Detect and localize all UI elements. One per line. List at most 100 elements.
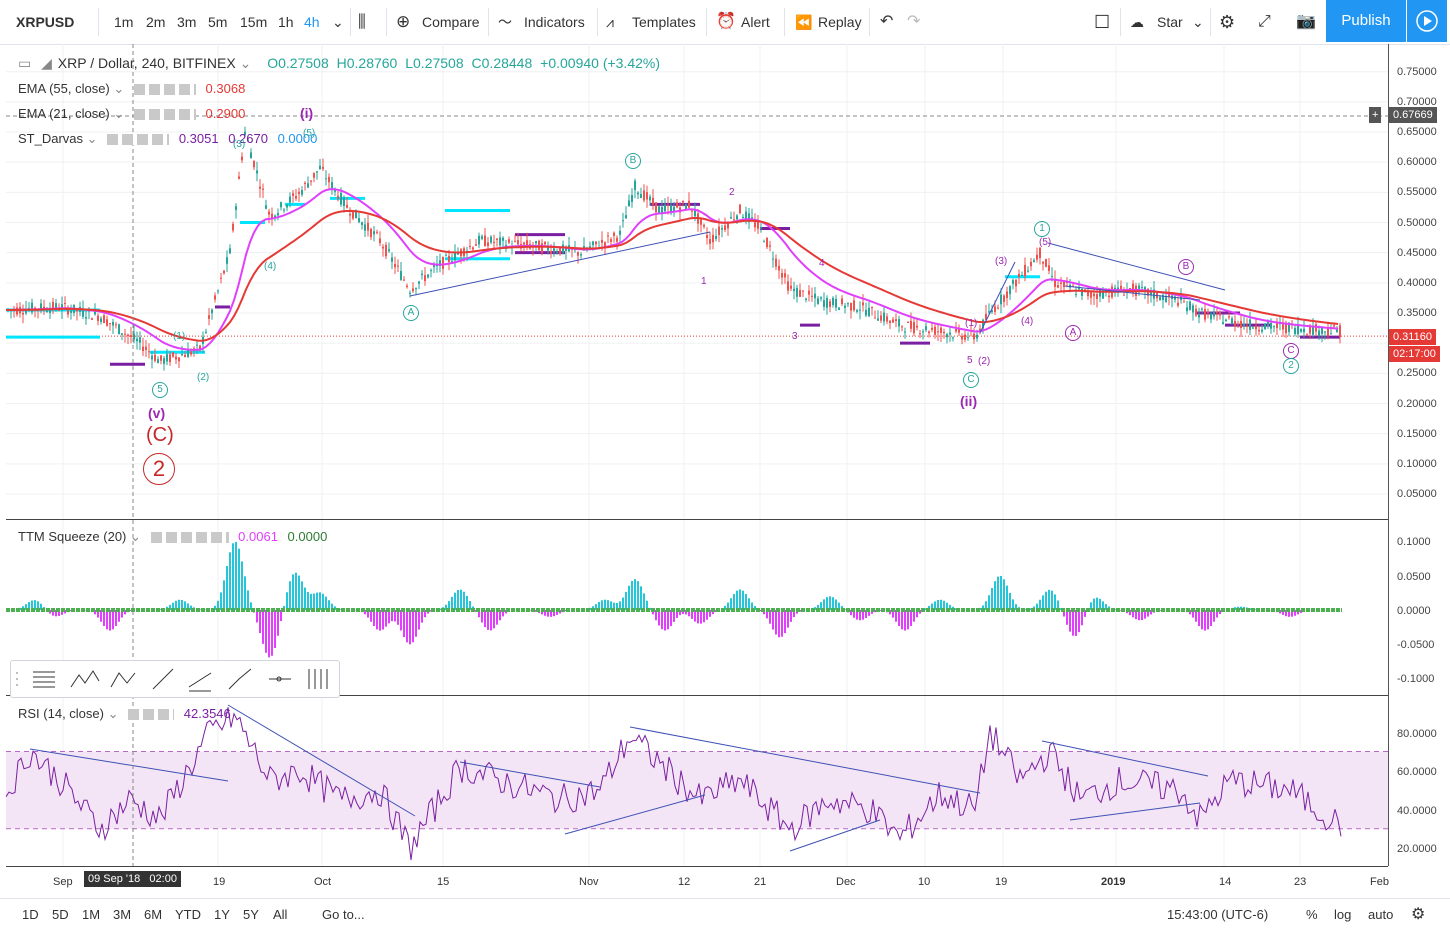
trend-line-icon[interactable] [152, 668, 174, 690]
elliott-wave-icon[interactable] [70, 670, 100, 688]
candles-icon[interactable]: ⫼ [358, 12, 366, 31]
expand-icon[interactable]: ⤢ [1258, 13, 1271, 30]
candle-body [385, 244, 387, 257]
range-1m[interactable]: 1M [82, 907, 101, 922]
interval-1h[interactable]: 1h [278, 14, 294, 30]
rsi-label[interactable]: RSI (14, close) [18, 706, 104, 721]
candle-body [1159, 296, 1161, 301]
compare-button[interactable]: Compare [422, 14, 480, 30]
candle-body [1144, 287, 1146, 292]
candle-body [316, 171, 318, 173]
templates-button[interactable]: Templates [632, 14, 696, 30]
candle-body [1162, 295, 1164, 300]
ema21-buttons[interactable] [133, 109, 196, 121]
candle-body [1318, 330, 1320, 336]
horizontal-lines-icon[interactable] [33, 671, 55, 688]
candle-body [787, 281, 789, 291]
vertical-lines-icon[interactable] [308, 669, 328, 689]
candle-body [55, 303, 57, 308]
darvas-buttons[interactable] [107, 134, 170, 146]
range-5y[interactable]: 5Y [243, 907, 259, 922]
goto-button[interactable]: Go to... [322, 907, 365, 922]
path-icon[interactable] [228, 668, 252, 690]
squeeze-buttons[interactable] [150, 532, 229, 544]
chart-title[interactable]: XRP / Dollar, 240, BITFINEX [57, 55, 236, 71]
candle-body [1042, 261, 1044, 264]
ema55-legend[interactable]: EMA (55, close) ⌄ 0.3068 [18, 81, 246, 96]
candle-body [559, 248, 561, 254]
ema55-buttons[interactable] [133, 84, 196, 96]
darvas-label[interactable]: ST_Darvas [18, 131, 84, 146]
interval-3m[interactable]: 3m [177, 14, 197, 30]
squeeze-tick: -0.0500 [1397, 639, 1435, 651]
range-ytd[interactable]: YTD [175, 907, 201, 922]
percent-toggle[interactable]: % [1306, 907, 1318, 922]
channel-icon[interactable] [188, 672, 212, 692]
interval-5m[interactable]: 5m [208, 14, 228, 30]
candle-body [673, 206, 675, 212]
range-1y[interactable]: 1Y [214, 907, 230, 922]
squeeze-label[interactable]: TTM Squeeze (20) [18, 529, 127, 544]
range-1d[interactable]: 1D [22, 907, 39, 922]
interval-1m[interactable]: 1m [114, 14, 134, 30]
undo-icon[interactable]: ↶ [880, 13, 894, 30]
rsi-legend[interactable]: RSI (14, close) ⌄ 42.3546 [18, 706, 231, 721]
publish-stream-button[interactable] [1407, 0, 1447, 42]
abc-wave-icon[interactable] [110, 672, 136, 688]
clock-time[interactable]: 15:43:00 (UTC-6) [1167, 907, 1269, 922]
interval-2m[interactable]: 2m [146, 14, 166, 30]
ema21-label[interactable]: EMA (21, close) [18, 106, 110, 121]
star-dropdown-icon[interactable]: ⌄ [1192, 14, 1204, 30]
rsi-buttons[interactable] [128, 709, 175, 721]
gear-icon[interactable]: ⚙ [1219, 12, 1236, 32]
pane-divider[interactable] [6, 695, 1388, 696]
candle-body [16, 307, 18, 315]
range-5d[interactable]: 5D [52, 907, 69, 922]
indicators-button[interactable]: Indicators [524, 14, 585, 30]
range-all[interactable]: All [273, 907, 288, 922]
price-tick: 0.40000 [1397, 277, 1437, 289]
rsi-tick: 20.0000 [1397, 843, 1437, 855]
drag-handle-icon[interactable] [16, 672, 18, 686]
range-3m[interactable]: 3M [113, 907, 132, 922]
star-button[interactable]: Star [1157, 14, 1183, 30]
candle-body [181, 353, 183, 356]
crosshair-plus-icon[interactable]: + [1369, 107, 1382, 123]
candle-body [481, 236, 483, 239]
collapse-icon[interactable]: ▭ [18, 55, 32, 71]
log-toggle[interactable]: log [1334, 907, 1352, 922]
candle-body [1072, 285, 1074, 287]
squeeze-legend[interactable]: TTM Squeeze (20) ⌄ 0.0061 0.0000 [18, 529, 328, 544]
candle-body [745, 211, 747, 220]
range-6m[interactable]: 6M [144, 907, 163, 922]
interval-4h[interactable]: 4h [304, 14, 320, 30]
candle-body [961, 335, 963, 340]
alert-button[interactable]: Alert [741, 14, 770, 30]
darvas-legend[interactable]: ST_Darvas ⌄ 0.3051 0.2670 0.0000 [18, 131, 318, 146]
candle-body [565, 247, 567, 251]
camera-icon[interactable]: 📷 [1296, 13, 1316, 30]
auto-toggle[interactable]: auto [1368, 907, 1394, 922]
candle-body [640, 194, 642, 199]
redo-icon[interactable]: ↷ [907, 13, 921, 30]
symbol-search[interactable]: XRPUSD [16, 14, 75, 30]
title-dropdown-icon[interactable]: ⌄ [239, 55, 252, 71]
candle-body [445, 255, 447, 257]
interval-15m[interactable]: 15m [240, 14, 268, 30]
gear-icon[interactable]: ⚙ [1411, 906, 1426, 923]
interval-dropdown-icon[interactable]: ⌄ [332, 14, 344, 30]
candle-body [1057, 285, 1059, 288]
trend-lines[interactable] [29, 231, 1226, 852]
replay-button[interactable]: Replay [818, 14, 862, 30]
fullscreen-box-icon[interactable]: ☐ [1094, 12, 1111, 32]
horizontal-ray-icon[interactable] [269, 676, 291, 682]
publish-button[interactable]: Publish [1326, 0, 1406, 42]
candle-body [1123, 294, 1125, 296]
ema21-legend[interactable]: EMA (21, close) ⌄ 0.2900 [18, 106, 246, 121]
price-tick: 0.45000 [1397, 247, 1437, 259]
candle-body [265, 205, 267, 209]
ema55-label[interactable]: EMA (55, close) [18, 81, 110, 96]
candle-body [1219, 312, 1221, 316]
pane-divider[interactable] [6, 519, 1388, 520]
